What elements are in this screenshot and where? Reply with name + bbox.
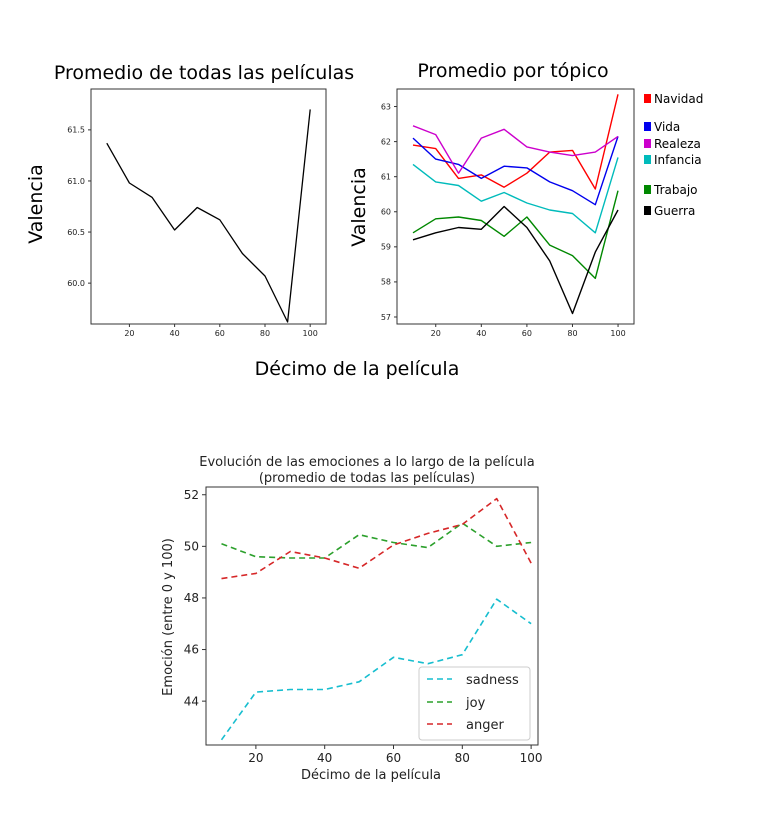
- y-tick-label: 50: [184, 540, 199, 554]
- legend-label-infancia: Infancia: [654, 153, 702, 167]
- y-tick-label: 46: [184, 643, 199, 657]
- legend-swatch-guerra: [644, 206, 651, 215]
- y-tick-label: 62: [381, 137, 391, 146]
- x-tick-label: 40: [476, 329, 486, 338]
- series-line-guerra: [412, 205, 619, 315]
- shared-xlabel: Décimo de la película: [255, 358, 460, 380]
- x-tick-label: 20: [248, 751, 263, 765]
- legend-label-navidad: Navidad: [654, 92, 703, 106]
- legend-label-joy: joy: [465, 696, 486, 711]
- legend-label-sadness: sadness: [466, 673, 519, 688]
- y-tick-label: 52: [184, 488, 199, 502]
- x-tick-label: 20: [124, 329, 134, 338]
- chart2-ylabel: Valencia: [348, 167, 370, 247]
- x-tick-label: 100: [303, 329, 318, 338]
- chart3-plot: 20 40 60 80 100 44 46 48 50 52: [184, 486, 543, 765]
- x-tick-label: 60: [386, 751, 401, 765]
- y-tick-label: 60.5: [67, 228, 85, 237]
- x-tick-label: 60: [522, 329, 532, 338]
- legend-label-trabajo: Trabajo: [653, 183, 698, 197]
- series-line-anger: [221, 497, 532, 580]
- series-line-trabajo: [412, 190, 619, 280]
- chart3-legend: sadness joy anger: [418, 666, 531, 741]
- y-tick-label: 60.0: [67, 279, 85, 288]
- chart2-title: Promedio por tópico: [417, 60, 608, 82]
- x-tick-label: 20: [431, 329, 441, 338]
- chart1-plot: 20 40 60 80 100 60.0 60.5 61.0 61.5: [67, 88, 327, 338]
- y-tick-label: 59: [381, 243, 391, 252]
- chart3-title: Evolución de las emociones a lo largo de…: [199, 455, 535, 470]
- y-tick-label: 61.0: [67, 177, 85, 186]
- chart-topic-valence: Promedio por tópico Valencia 20 40 60 80 100…: [348, 60, 703, 338]
- legend-label-vida: Vida: [654, 120, 680, 134]
- plot-frame: [90, 88, 327, 325]
- x-tick-label: 40: [170, 329, 180, 338]
- chart3-subtitle: (promedio de todas las películas): [259, 471, 475, 486]
- series-line-navidad: [412, 94, 619, 190]
- y-tick-label: 61: [381, 172, 391, 181]
- y-tick-label: 61.5: [67, 126, 85, 135]
- chart-emotions: Evolución de las emociones a lo largo de…: [161, 455, 543, 783]
- series-line-joy: [221, 522, 532, 559]
- legend-box: [418, 666, 531, 741]
- chart3-ylabel: Emoción (entre 0 y 100): [161, 538, 176, 696]
- y-tick-label: 58: [381, 278, 391, 287]
- x-tick-label: 80: [260, 329, 270, 338]
- series-line-sadness: [220, 598, 532, 741]
- legend-label-guerra: Guerra: [654, 204, 695, 218]
- legend-label-anger: anger: [466, 718, 504, 733]
- series-line-realeza: [412, 125, 619, 174]
- x-tick-label: 40: [317, 751, 332, 765]
- y-tick-label: 60: [381, 208, 391, 217]
- chart1-title: Promedio de todas las películas: [54, 62, 354, 84]
- y-tick-label: 48: [184, 591, 199, 605]
- series-line-1: [106, 109, 311, 323]
- series-line-vida: [412, 136, 619, 206]
- y-tick-label: 57: [381, 313, 391, 322]
- legend-swatch-vida: [644, 122, 651, 131]
- x-tick-label: 80: [455, 751, 470, 765]
- x-tick-label: 100: [610, 329, 625, 338]
- legend-swatch-trabajo: [644, 185, 651, 194]
- legend-swatch-realeza: [644, 139, 651, 148]
- chart-overall-valence: Promedio de todas las películas Valencia…: [25, 62, 354, 338]
- chart1-ylabel: Valencia: [25, 164, 47, 244]
- x-tick-label: 100: [520, 751, 543, 765]
- plot-frame: [205, 486, 539, 746]
- y-tick-label: 44: [184, 694, 199, 708]
- chart3-xlabel: Décimo de la película: [301, 768, 441, 783]
- x-tick-label: 60: [215, 329, 225, 338]
- chart2-plot: 20 40 60 80 100 57 58 59 60 61 62 63: [381, 88, 635, 338]
- y-tick-label: 63: [381, 102, 391, 111]
- x-tick-label: 80: [567, 329, 577, 338]
- chart2-legend: Navidad Vida Realeza Infancia Trabajo Guerra: [644, 92, 703, 218]
- legend-swatch-infancia: [644, 155, 651, 164]
- legend-label-realeza: Realeza: [654, 137, 701, 151]
- series-line-infancia: [412, 157, 619, 234]
- plot-frame: [396, 88, 635, 325]
- legend-swatch-navidad: [644, 94, 651, 103]
